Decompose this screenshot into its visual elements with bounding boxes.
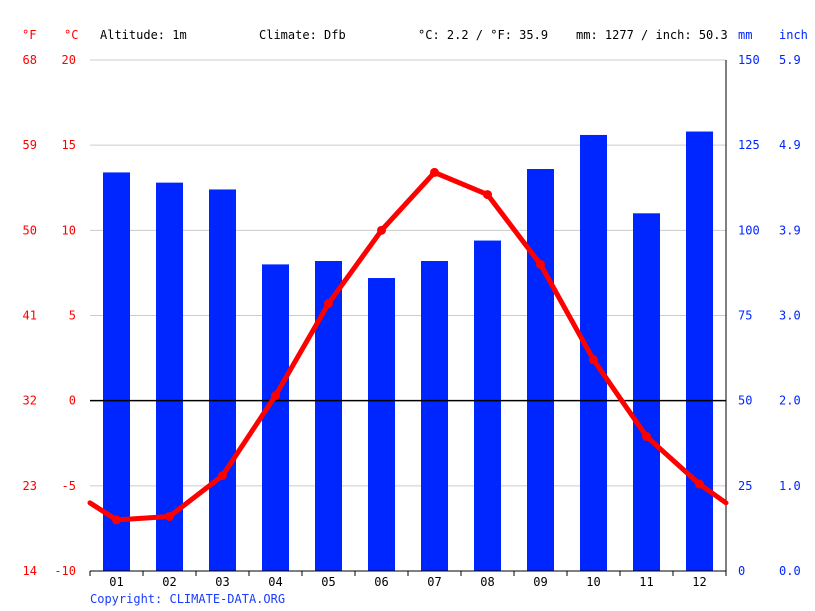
- temperature-line: [87, 167, 729, 525]
- precipitation-bar: [474, 240, 501, 571]
- month-tick-label: 06: [374, 575, 388, 589]
- celsius-tick-label: 10: [62, 223, 76, 237]
- climate-label: Climate: Dfb: [259, 28, 346, 42]
- month-tick-label: 04: [268, 575, 282, 589]
- month-tick-label: 11: [639, 575, 653, 589]
- temperature-point: [165, 511, 174, 521]
- month-tick-label: 02: [162, 575, 176, 589]
- temperature-point: [324, 299, 333, 309]
- precipitation-bar: [156, 182, 183, 571]
- fahrenheit-tick-label: 14: [23, 564, 37, 578]
- temperature-point: [536, 259, 545, 269]
- precipitation-bar: [527, 169, 554, 571]
- month-tick-label: 03: [215, 575, 229, 589]
- inch-tick-label: 1.0: [779, 479, 801, 493]
- month-tick-label: 08: [480, 575, 494, 589]
- temperature-point: [589, 355, 598, 365]
- fahrenheit-tick-label: 32: [23, 394, 37, 408]
- month-tick-label: 09: [533, 575, 547, 589]
- precipitation-bar: [209, 189, 236, 571]
- temperature-point: [218, 471, 227, 481]
- tick-labels: 14 -10 23 -5 32 0 41 5 50 10 59 15 68 20 0 0.0 25 1.0 50 2.…: [23, 53, 801, 589]
- inch-tick-label: 5.9: [779, 53, 801, 67]
- fahrenheit-tick-label: 68: [23, 53, 37, 67]
- celsius-tick-label: 0: [69, 394, 76, 408]
- precipitation-bar: [686, 131, 713, 572]
- temperature-point: [112, 515, 121, 525]
- fahrenheit-tick-label: 50: [23, 223, 37, 237]
- precipitation-bar: [580, 134, 607, 572]
- copyright-text: Copyright: CLIMATE-DATA.ORG: [90, 592, 286, 606]
- inch-tick-label: 2.0: [779, 394, 801, 408]
- month-tick-label: 07: [427, 575, 441, 589]
- precipitation-bar: [421, 260, 448, 571]
- grid-lines: [90, 59, 726, 572]
- temperature-point: [430, 167, 439, 177]
- celsius-tick-label: 5: [69, 309, 76, 323]
- mm-tick-label: 125: [738, 138, 760, 152]
- temperature-average-label: °C: 2.2 / °F: 35.9: [418, 28, 549, 42]
- axes: [89, 60, 727, 576]
- month-tick-label: 10: [586, 575, 600, 589]
- temperature-point: [271, 391, 280, 401]
- mm-tick-label: 100: [738, 223, 760, 237]
- mm-tick-label: 25: [738, 479, 752, 493]
- precipitation-bar: [262, 264, 289, 571]
- celsius-tick-label: 15: [62, 138, 76, 152]
- temperature-point: [642, 431, 651, 441]
- temperature-polyline: [87, 169, 729, 523]
- mm-tick-label: 0: [738, 564, 745, 578]
- celsius-unit-label: °C: [64, 28, 79, 42]
- month-tick-label: 01: [109, 575, 123, 589]
- month-tick-label: 05: [321, 575, 335, 589]
- fahrenheit-tick-label: 41: [23, 309, 37, 323]
- precipitation-bar: [315, 260, 342, 571]
- precipitation-bar: [103, 172, 130, 572]
- precipitation-bar: [368, 278, 395, 571]
- precipitation-bar: [633, 213, 660, 572]
- inch-tick-label: 4.9: [779, 138, 801, 152]
- inch-tick-label: 0.0: [779, 564, 801, 578]
- mm-tick-label: 50: [738, 394, 752, 408]
- celsius-tick-label: 20: [62, 53, 76, 67]
- celsius-tick-label: -10: [54, 564, 76, 578]
- precipitation-total-label: mm: 1277 / inch: 50.3: [576, 28, 728, 42]
- mm-tick-label: 150: [738, 53, 760, 67]
- month-tick-label: 12: [692, 575, 706, 589]
- celsius-tick-label: -5: [62, 479, 76, 493]
- mm-tick-label: 75: [738, 309, 752, 323]
- altitude-label: Altitude: 1m: [100, 28, 187, 42]
- fahrenheit-tick-label: 59: [23, 138, 37, 152]
- temperature-point: [695, 479, 704, 489]
- mm-unit-label: mm: [738, 28, 753, 42]
- inch-tick-label: 3.9: [779, 223, 801, 237]
- inch-tick-label: 3.0: [779, 309, 801, 323]
- inch-unit-label: inch: [779, 28, 808, 42]
- temperature-point: [377, 225, 386, 235]
- fahrenheit-unit-label: °F: [22, 28, 37, 42]
- temperature-point: [483, 190, 492, 200]
- precipitation-bars: [103, 131, 713, 572]
- fahrenheit-tick-label: 23: [23, 479, 37, 493]
